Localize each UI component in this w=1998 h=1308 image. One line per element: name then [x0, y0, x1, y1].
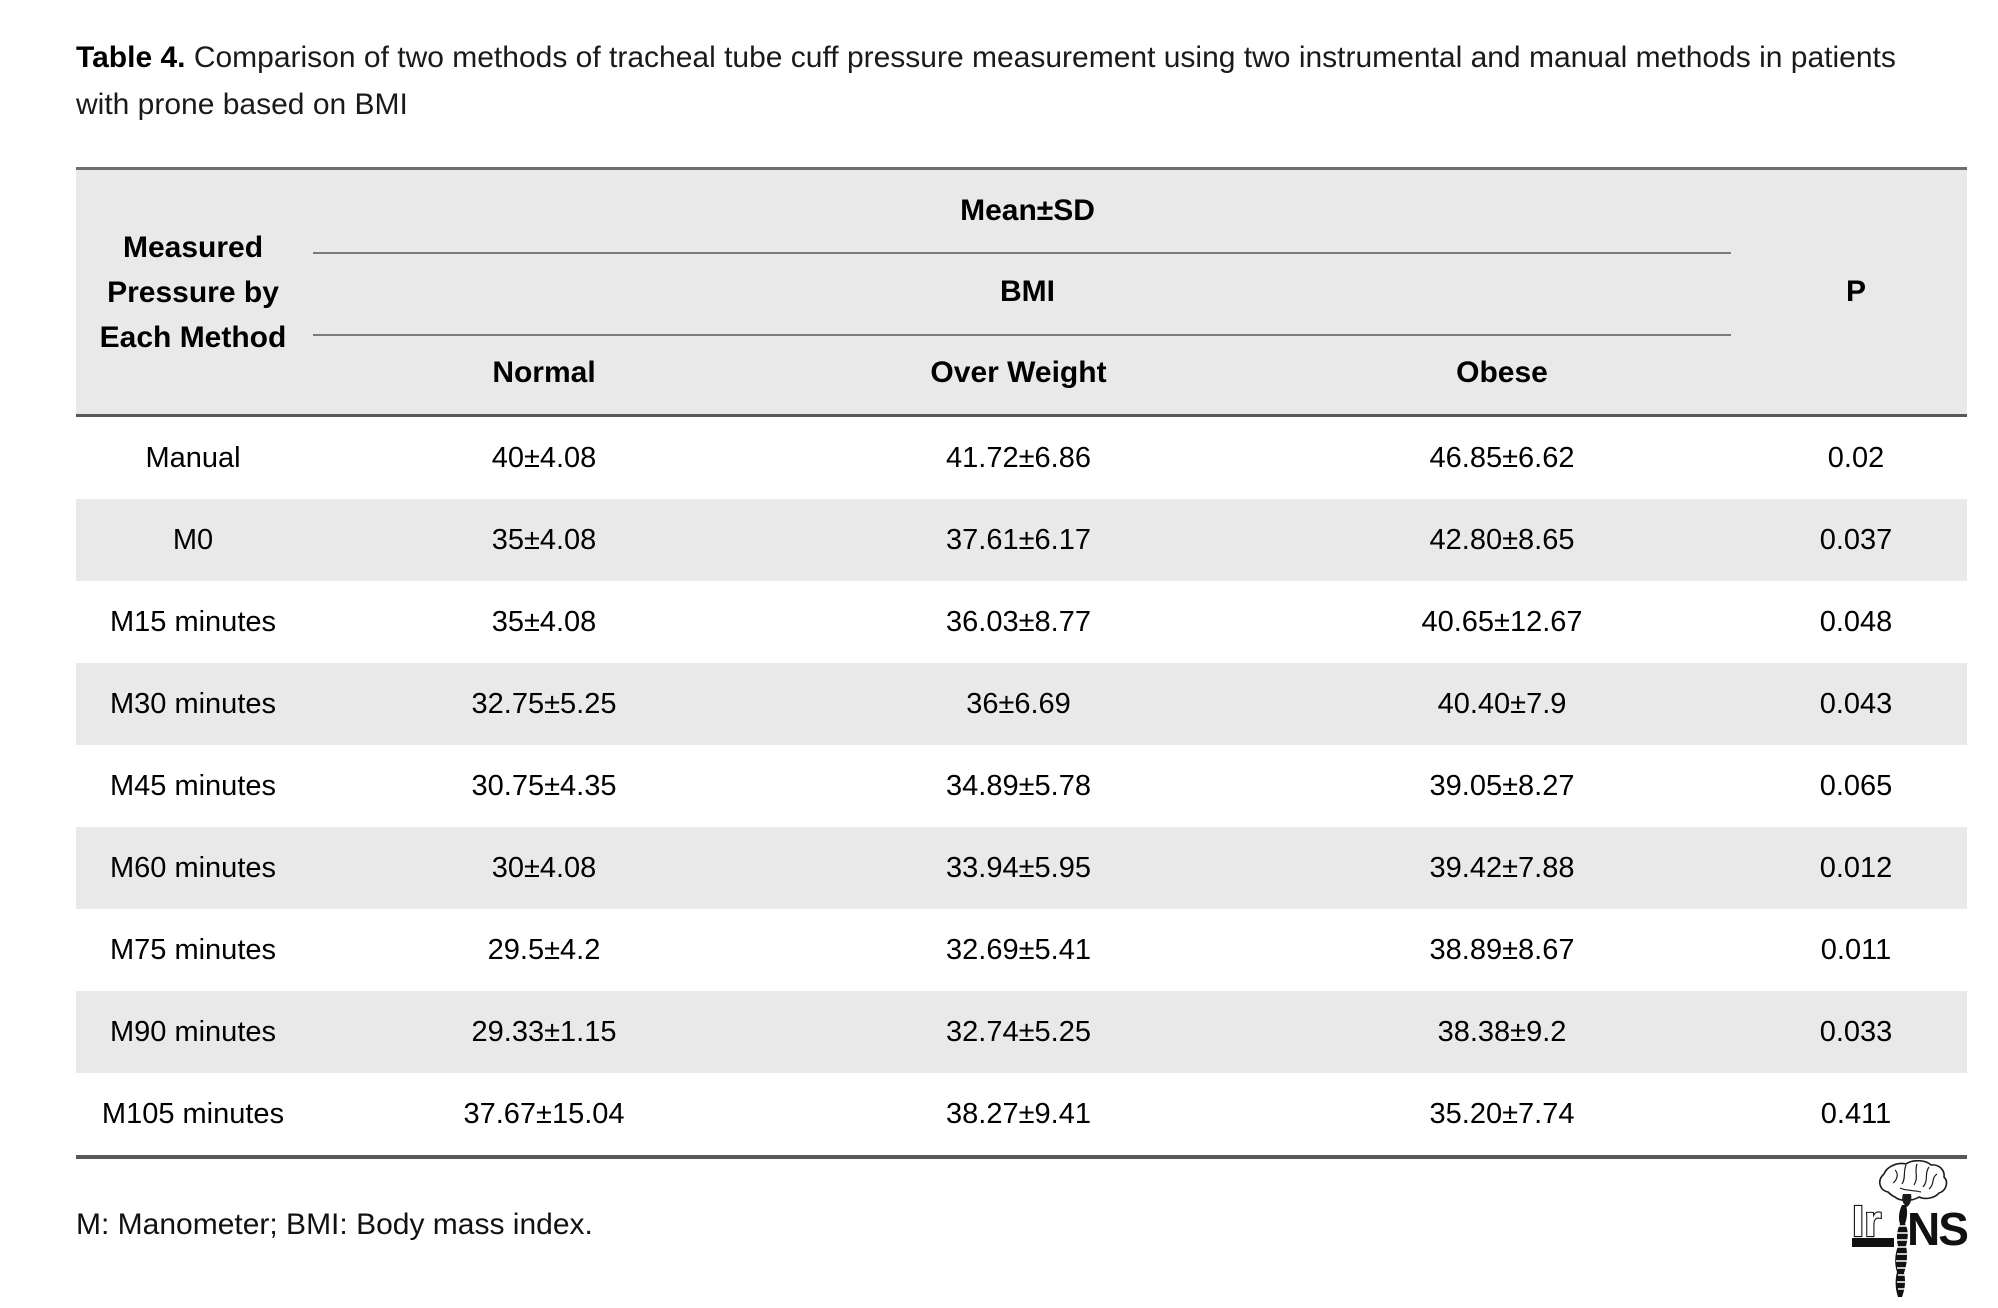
- row-label: M90 minutes: [109, 1015, 276, 1048]
- table-row: M15 minutes 35±4.08 36.03±8.77 40.65±12.…: [76, 581, 1967, 663]
- cell-obese: 42.80±8.65: [1429, 523, 1575, 556]
- cell-normal: 30±4.08: [491, 851, 597, 884]
- cell-over-weight: 37.61±6.17: [946, 523, 1091, 556]
- table-row: M75 minutes 29.5±4.2 32.69±5.41 38.89±8.…: [76, 909, 1967, 991]
- brain-icon: [1879, 1160, 1948, 1207]
- table-caption: Table 4. Comparison of two methods of tr…: [76, 34, 1934, 128]
- table-row: M0 35±4.08 37.61±6.17 42.80±8.65 0.037: [76, 499, 1967, 581]
- spine-icon: [1895, 1205, 1909, 1297]
- header-mean-sd: Mean±SD: [960, 193, 1095, 227]
- cell-obese: 40.65±12.67: [1421, 605, 1583, 638]
- cell-p-value: 0.048: [1819, 605, 1893, 638]
- header-bmi-subcolumns: Normal Over Weight Obese: [310, 333, 1745, 414]
- row-label: M0: [172, 523, 214, 556]
- cell-normal: 37.67±15.04: [463, 1097, 625, 1130]
- row-label: Manual: [145, 441, 241, 474]
- cell-over-weight: 36±6.69: [966, 687, 1071, 720]
- cell-obese: 39.05±8.27: [1429, 769, 1575, 802]
- table-header: Measured Pressure by Each Method Mean±SD…: [76, 170, 1967, 417]
- cell-obese: 35.20±7.74: [1429, 1097, 1575, 1130]
- table-caption-text: Comparison of two methods of tracheal tu…: [76, 41, 1896, 121]
- table-body: Manual 40±4.08 41.72±6.86 46.85±6.62 0.0…: [76, 417, 1967, 1155]
- data-table: Measured Pressure by Each Method Mean±SD…: [76, 167, 1967, 1159]
- header-over-weight: Over Weight: [930, 356, 1107, 390]
- row-label: M30 minutes: [109, 687, 276, 720]
- logo-text-bold: NS: [1907, 1203, 1967, 1255]
- cell-normal: 35±4.08: [491, 605, 597, 638]
- header-group-mean-sd-bmi: Mean±SD BMI Normal Over Weight Obese: [310, 170, 1745, 414]
- cell-p-value: 0.411: [1820, 1097, 1892, 1130]
- cell-p-value: 0.043: [1819, 687, 1893, 720]
- cell-obese: 38.38±9.2: [1437, 1015, 1567, 1048]
- header-divider-line: [313, 252, 1731, 254]
- table-row: M30 minutes 32.75±5.25 36±6.69 40.40±7.9…: [76, 663, 1967, 745]
- table-caption-number: Table 4.: [76, 41, 186, 74]
- cell-normal: 30.75±4.35: [471, 769, 617, 802]
- cell-p-value: 0.012: [1819, 851, 1893, 884]
- cell-over-weight: 33.94±5.95: [946, 851, 1091, 884]
- cell-over-weight: 41.72±6.86: [946, 441, 1091, 474]
- cell-normal: 32.75±5.25: [471, 687, 617, 720]
- cell-obese: 46.85±6.62: [1429, 441, 1575, 474]
- cell-normal: 35±4.08: [491, 523, 597, 556]
- irns-journal-logo: Ir NS: [1851, 1160, 1975, 1305]
- cell-obese: 38.89±8.67: [1429, 933, 1575, 966]
- table-row: M45 minutes 30.75±4.35 34.89±5.78 39.05±…: [76, 745, 1967, 827]
- table-footnote: M: Manometer; BMI: Body mass index.: [76, 1208, 593, 1241]
- cell-over-weight: 38.27±9.41: [946, 1097, 1091, 1130]
- cell-p-value: 0.02: [1827, 441, 1885, 474]
- cell-normal: 40±4.08: [491, 441, 597, 474]
- cell-normal: 29.5±4.2: [487, 933, 601, 966]
- header-divider-line: [313, 334, 1731, 336]
- header-normal: Normal: [492, 356, 596, 390]
- cell-p-value: 0.037: [1819, 523, 1893, 556]
- header-bmi: BMI: [1000, 274, 1055, 308]
- row-label: M60 minutes: [109, 851, 276, 884]
- table-row: M90 minutes 29.33±1.15 32.74±5.25 38.38±…: [76, 991, 1967, 1073]
- cell-obese: 40.40±7.9: [1437, 687, 1567, 720]
- header-obese: Obese: [1456, 356, 1548, 390]
- cell-over-weight: 34.89±5.78: [946, 769, 1091, 802]
- cell-over-weight: 32.74±5.25: [946, 1015, 1091, 1048]
- cell-p-value: 0.011: [1820, 933, 1892, 966]
- logo-base-bar: [1852, 1238, 1894, 1247]
- header-measured-pressure: Measured Pressure by Each Method: [99, 230, 287, 354]
- cell-over-weight: 32.69±5.41: [946, 933, 1091, 966]
- cell-p-value: 0.033: [1819, 1015, 1893, 1048]
- cell-p-value: 0.065: [1819, 769, 1893, 802]
- table-row: M60 minutes 30±4.08 33.94±5.95 39.42±7.8…: [76, 827, 1967, 909]
- row-label: M75 minutes: [109, 933, 276, 966]
- cell-over-weight: 36.03±8.77: [946, 605, 1091, 638]
- header-p-value: P: [1845, 275, 1866, 308]
- cell-obese: 39.42±7.88: [1429, 851, 1575, 884]
- table-row: Manual 40±4.08 41.72±6.86 46.85±6.62 0.0…: [76, 417, 1967, 499]
- row-label: M15 minutes: [109, 605, 276, 638]
- cell-normal: 29.33±1.15: [471, 1015, 617, 1048]
- row-label: M105 minutes: [101, 1097, 285, 1130]
- table-row: M105 minutes 37.67±15.04 38.27±9.41 35.2…: [76, 1073, 1967, 1155]
- row-label: M45 minutes: [109, 769, 276, 802]
